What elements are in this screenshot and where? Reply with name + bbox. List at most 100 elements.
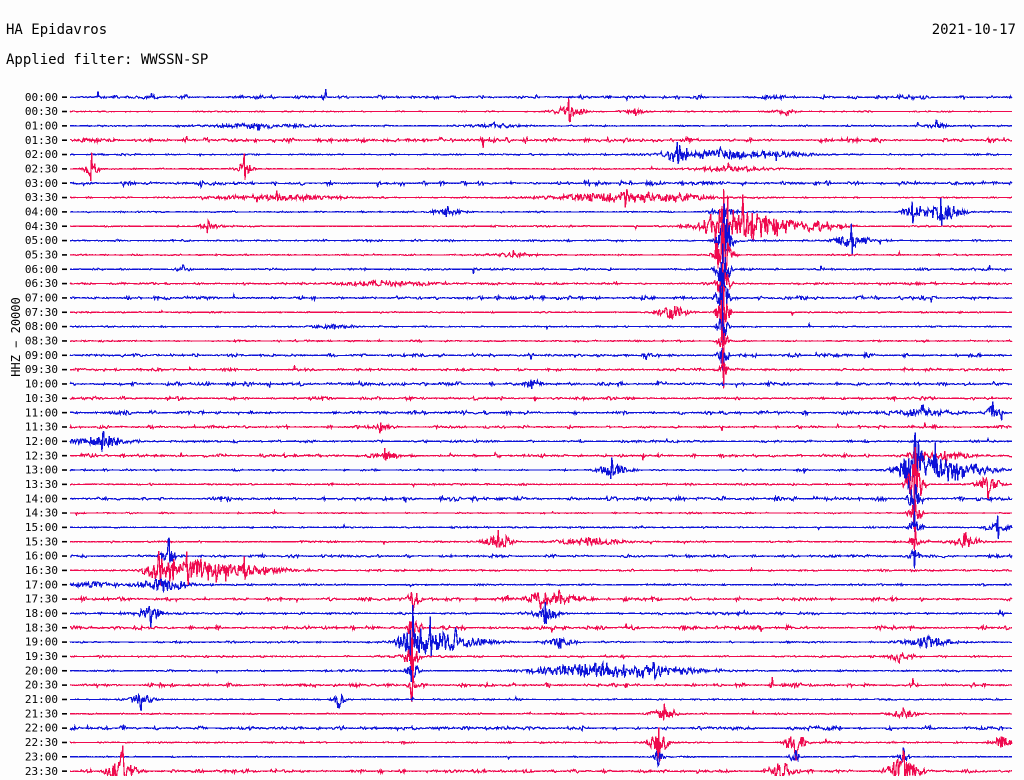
time-axis-label: 03:30: [25, 191, 58, 204]
time-axis-label: 07:00: [25, 292, 58, 305]
time-axis-label: 04:00: [25, 205, 58, 218]
trace-row: 15:00: [25, 511, 1013, 539]
time-axis-label: 03:00: [25, 177, 58, 190]
time-axis-label: 11:00: [25, 406, 58, 419]
trace-row: 08:30: [25, 326, 1013, 356]
trace-row: 14:00: [25, 484, 1013, 533]
time-axis-label: 15:30: [25, 535, 58, 548]
seismic-trace: [69, 692, 1013, 712]
seismic-trace: [69, 135, 1013, 149]
station-name: HA Epidavros: [6, 22, 108, 38]
seismic-trace: [70, 350, 1013, 389]
trace-row: 22:30: [25, 727, 1013, 763]
seismic-trace: [69, 723, 1013, 733]
time-axis-label: 22:00: [25, 722, 58, 735]
time-axis-label: 20:30: [25, 679, 58, 692]
time-axis-label: 23:00: [25, 750, 58, 763]
time-axis-label: 06:30: [25, 277, 58, 290]
seismic-trace: [69, 347, 1013, 371]
time-axis-label: 18:30: [25, 621, 58, 634]
time-axis-label: 06:00: [25, 263, 58, 276]
time-axis-label: 02:00: [25, 148, 58, 161]
trace-row: 17:00: [25, 577, 1012, 593]
time-axis-label: 01:00: [25, 119, 58, 132]
time-axis-label: 05:30: [25, 249, 58, 262]
trace-row: 16:30: [25, 551, 1013, 586]
trace-row: 04:00: [25, 198, 1013, 226]
trace-row: 21:30: [25, 703, 1013, 721]
trace-row: 12:00: [25, 430, 1013, 452]
time-axis-label: 19:00: [25, 636, 58, 649]
seismic-trace: [69, 98, 1013, 123]
seismic-trace: [69, 312, 1013, 343]
trace-row: 07:30: [25, 299, 1013, 347]
seismic-trace: [69, 119, 1012, 131]
trace-row: 17:30: [25, 589, 1013, 614]
seismic-trace: [69, 703, 1013, 721]
trace-row: 06:30: [25, 263, 1013, 311]
trace-row: 12:30: [25, 441, 1013, 474]
seismic-trace: [69, 619, 1013, 645]
seismic-trace: [70, 198, 1013, 226]
time-axis-label: 13:30: [25, 478, 58, 491]
time-axis-label: 23:30: [25, 765, 58, 776]
time-axis-label: 09:00: [25, 349, 58, 362]
trace-row: 13:30: [25, 447, 1013, 511]
time-axis-label: 17:30: [25, 593, 58, 606]
trace-row: 09:30: [25, 350, 1013, 389]
trace-row: 07:00: [25, 271, 1013, 324]
seismic-trace: [70, 326, 1013, 356]
trace-row: 10:00: [25, 378, 1013, 391]
trace-row: 16:00: [25, 537, 1013, 569]
seismic-trace: [70, 526, 1013, 551]
seismic-trace: [69, 745, 1012, 776]
trace-row: 02:00: [25, 141, 1012, 165]
time-axis-label: 22:30: [25, 736, 58, 749]
seismic-trace: [69, 484, 1013, 533]
trace-row: 08:00: [25, 312, 1013, 343]
time-axis-label: 02:30: [25, 162, 58, 175]
seismic-trace: [69, 602, 1013, 629]
time-axis-label: 07:30: [25, 306, 58, 319]
seismic-trace: [69, 188, 1013, 208]
time-axis-label: 04:30: [25, 220, 58, 233]
time-axis-label: 20:00: [25, 664, 58, 677]
trace-row: 01:30: [25, 134, 1013, 149]
seismic-trace: [69, 432, 1012, 494]
trace-row: 06:00: [25, 243, 1013, 307]
time-axis-label: 17:00: [25, 578, 58, 591]
trace-row: 21:00: [25, 692, 1013, 712]
seismic-trace: [69, 671, 1013, 702]
seismic-trace: [70, 511, 1013, 539]
trace-row: 02:30: [25, 152, 1013, 181]
trace-row: 20:00: [25, 660, 1013, 683]
trace-row: 03:30: [25, 188, 1013, 208]
seismic-trace: [69, 422, 1013, 434]
time-axis-label: 08:30: [25, 335, 58, 348]
time-axis-label: 14:00: [25, 492, 58, 505]
trace-row: 10:30: [25, 392, 1013, 405]
time-axis-label: 16:00: [25, 550, 58, 563]
seismic-trace: [69, 203, 1012, 278]
trace-row: 01:00: [25, 119, 1012, 132]
seismic-trace: [70, 537, 1013, 569]
seismic-trace: [69, 188, 1013, 264]
trace-row: 04:30: [25, 188, 1013, 264]
seismic-trace: [69, 604, 1013, 680]
seismic-trace: [69, 243, 1013, 307]
time-axis-label: 21:30: [25, 707, 58, 720]
seismic-trace: [69, 401, 1013, 421]
seismic-trace: [69, 178, 1013, 190]
time-axis-label: 10:30: [25, 392, 58, 405]
seismic-trace: [69, 441, 1013, 474]
trace-row: 23:30: [25, 745, 1012, 776]
trace-row: 03:00: [25, 177, 1013, 190]
time-axis-label: 15:00: [25, 521, 58, 534]
trace-row: 15:30: [25, 526, 1013, 551]
time-axis-label: 01:30: [25, 134, 58, 147]
trace-row: 11:30: [25, 421, 1013, 434]
trace-row: 00:30: [25, 98, 1013, 123]
seismic-trace: [69, 430, 1013, 452]
seismic-trace: [69, 141, 1012, 165]
